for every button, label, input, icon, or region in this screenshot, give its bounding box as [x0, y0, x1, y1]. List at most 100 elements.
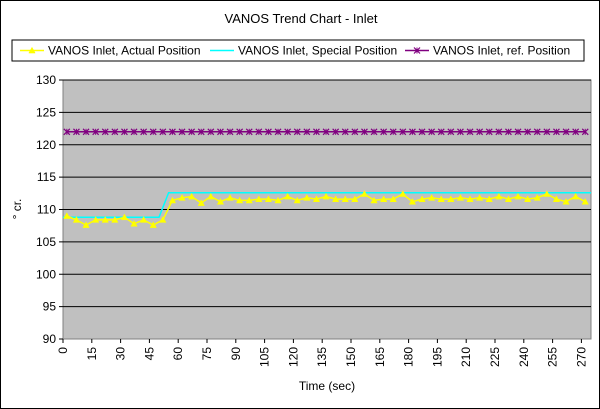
x-tick-label: 225	[488, 347, 502, 367]
data-point	[562, 198, 570, 205]
data-point	[389, 195, 397, 202]
legend-item: VANOS Inlet, Special Position	[210, 44, 397, 58]
data-point	[466, 195, 474, 202]
data-point	[140, 128, 148, 136]
data-point	[351, 128, 359, 136]
data-point	[63, 212, 71, 219]
data-point	[380, 128, 388, 136]
data-point	[504, 195, 513, 202]
legend-marker	[413, 47, 421, 54]
data-point	[82, 221, 90, 228]
data-point	[476, 128, 484, 136]
data-point	[418, 195, 426, 202]
data-point	[245, 128, 253, 136]
data-point	[101, 216, 109, 223]
data-point	[553, 128, 560, 136]
data-point	[428, 128, 436, 136]
data-point	[543, 128, 551, 136]
data-point	[169, 128, 176, 136]
data-point	[274, 128, 282, 136]
y-tick-label: 120	[36, 138, 56, 152]
legend-box	[11, 39, 585, 62]
data-point	[524, 195, 532, 202]
data-point	[149, 221, 157, 228]
x-tick-label: 270	[574, 347, 588, 367]
x-tick-label: 195	[430, 347, 444, 367]
series-3	[63, 128, 589, 136]
data-point	[197, 199, 205, 206]
data-point	[264, 195, 273, 202]
data-point	[428, 194, 436, 201]
data-point	[457, 128, 464, 136]
y-tick-label: 130	[36, 73, 56, 87]
data-point	[72, 216, 81, 223]
data-point	[313, 128, 320, 136]
legend: VANOS Inlet, Actual Position VANOS Inlet,…	[11, 39, 585, 62]
data-point	[408, 198, 417, 205]
y-tick-label: 100	[36, 267, 56, 281]
data-point	[380, 195, 388, 202]
x-tick-label: 75	[200, 347, 214, 361]
data-point	[130, 220, 138, 227]
legend-label: VANOS Inlet, Actual Position	[48, 44, 201, 58]
x-tick-label: 120	[286, 347, 300, 367]
x-tick-label: 180	[402, 347, 416, 367]
data-point	[562, 128, 570, 136]
data-point	[495, 128, 503, 136]
data-point	[533, 194, 541, 201]
x-tick-label: 165	[373, 347, 387, 367]
data-point	[437, 195, 445, 202]
data-point	[389, 128, 397, 136]
data-point	[303, 194, 311, 201]
y-axis-ticks: 90 95 100 105 110 115 120 125 130	[36, 73, 63, 346]
data-point	[514, 192, 522, 200]
y-tick-label: 125	[36, 105, 56, 119]
x-tick-label: 255	[546, 347, 560, 367]
data-point	[293, 128, 301, 136]
data-point	[332, 195, 340, 202]
data-point	[399, 128, 407, 136]
data-point	[514, 128, 522, 136]
data-point	[188, 128, 196, 136]
data-point	[456, 194, 465, 201]
x-tick-label: 0	[56, 347, 70, 354]
gridlines	[63, 79, 591, 308]
data-point	[361, 128, 368, 136]
data-point	[485, 195, 493, 202]
series-line	[63, 191, 591, 219]
data-point	[322, 128, 330, 136]
data-point	[188, 192, 196, 200]
series-1	[63, 190, 589, 228]
y-tick-label: 115	[37, 170, 56, 184]
data-point	[82, 128, 90, 136]
data-point	[437, 128, 445, 136]
data-point	[332, 128, 340, 136]
y-tick-label: 105	[36, 235, 56, 249]
data-point	[207, 128, 215, 136]
x-tick-label: 135	[315, 347, 329, 367]
x-tick-label: 90	[229, 347, 243, 361]
x-axis-title: Time (sec)	[299, 379, 355, 393]
y-tick-label: 95	[43, 300, 57, 314]
data-point	[476, 194, 484, 201]
x-tick-label: 105	[258, 347, 272, 367]
legend-item: VANOS Inlet, Actual Position	[20, 44, 201, 58]
data-point	[178, 128, 186, 136]
data-point	[581, 198, 589, 205]
data-point	[197, 128, 205, 136]
data-point	[216, 198, 225, 205]
data-point	[73, 128, 80, 136]
x-axis-ticks: 0 15 30 45 60 75 90 105 120 135 150 165 180 195 210 225…	[56, 339, 588, 367]
data-point	[217, 128, 224, 136]
data-point	[255, 128, 263, 136]
data-point	[303, 128, 311, 136]
x-tick-label: 60	[171, 347, 185, 361]
data-point	[351, 195, 359, 202]
data-point	[524, 128, 532, 136]
data-point	[63, 128, 71, 136]
series-2	[63, 191, 591, 219]
data-point	[533, 128, 541, 136]
data-point	[149, 128, 157, 136]
data-point	[418, 128, 426, 136]
